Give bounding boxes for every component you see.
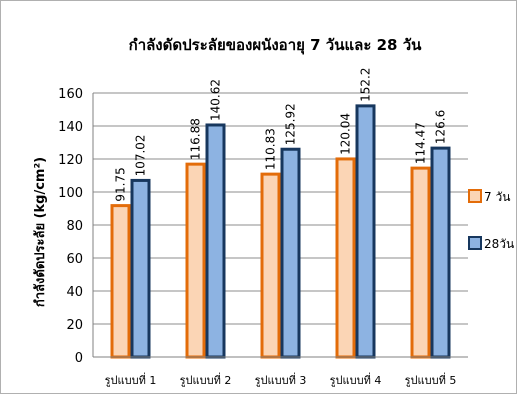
legend: 7 วัน 28วัน xyxy=(468,189,514,251)
data-label: 116.88 xyxy=(189,118,203,160)
data-label: 110.83 xyxy=(264,128,278,170)
legend-label: 7 วัน xyxy=(484,190,510,204)
data-labels: 91.75 107.02 116.88 140.62 110.83 125.92 120.0… xyxy=(114,68,448,202)
data-label: 91.75 xyxy=(114,167,128,201)
x-category-label: รูปแบบที่ 2 xyxy=(180,372,232,387)
data-label: 107.02 xyxy=(134,134,148,176)
data-label: 114.47 xyxy=(414,122,428,164)
legend-label: 28วัน xyxy=(484,237,514,251)
bar-series-2 xyxy=(130,178,151,359)
bar-series-2 xyxy=(430,146,451,359)
y-tick-label: 80 xyxy=(66,219,83,234)
bar-series-2 xyxy=(280,147,301,359)
x-category-label: รูปแบบที่ 4 xyxy=(330,372,382,387)
bar-series-1 xyxy=(185,162,206,359)
y-tick-label: 60 xyxy=(66,252,83,267)
x-axis-categories: รูปแบบที่ 1 รูปแบบที่ 2 รูปแบบที่ 3 รูปแบบท… xyxy=(105,372,457,387)
data-label: 126.6 xyxy=(434,110,448,144)
bar-series-1 xyxy=(410,166,431,359)
bar-series-1 xyxy=(335,157,356,359)
chart-title: กำลังดัดประลัยของผนังอายุ 7 วันและ 28 วั… xyxy=(129,36,423,55)
data-label: 125.92 xyxy=(284,103,298,145)
y-axis-label: กำลังดัดประลัย (kg/cm²) xyxy=(32,157,48,307)
y-tick-label: 120 xyxy=(58,153,83,168)
y-tick-label: 20 xyxy=(66,318,83,333)
y-axis-ticks: 0 20 40 60 80 100 120 140 160 xyxy=(58,87,83,366)
bar-series-2 xyxy=(355,104,376,359)
data-label: 152.2 xyxy=(359,68,373,102)
legend-swatch xyxy=(468,189,482,203)
x-category-label: รูปแบบที่ 5 xyxy=(405,372,457,387)
x-category-label: รูปแบบที่ 1 xyxy=(105,372,157,387)
bar-series-2 xyxy=(205,123,226,359)
y-tick-label: 100 xyxy=(58,186,83,201)
y-tick-label: 140 xyxy=(58,120,83,135)
bar-series-1 xyxy=(260,172,281,359)
legend-swatch xyxy=(468,236,482,250)
data-label: 140.62 xyxy=(209,79,223,121)
x-category-label: รูปแบบที่ 3 xyxy=(255,372,307,387)
bar-series-1 xyxy=(110,204,131,359)
data-label: 120.04 xyxy=(339,113,353,155)
y-tick-label: 0 xyxy=(75,351,83,366)
y-tick-label: 40 xyxy=(66,285,83,300)
y-tick-label: 160 xyxy=(58,87,83,102)
